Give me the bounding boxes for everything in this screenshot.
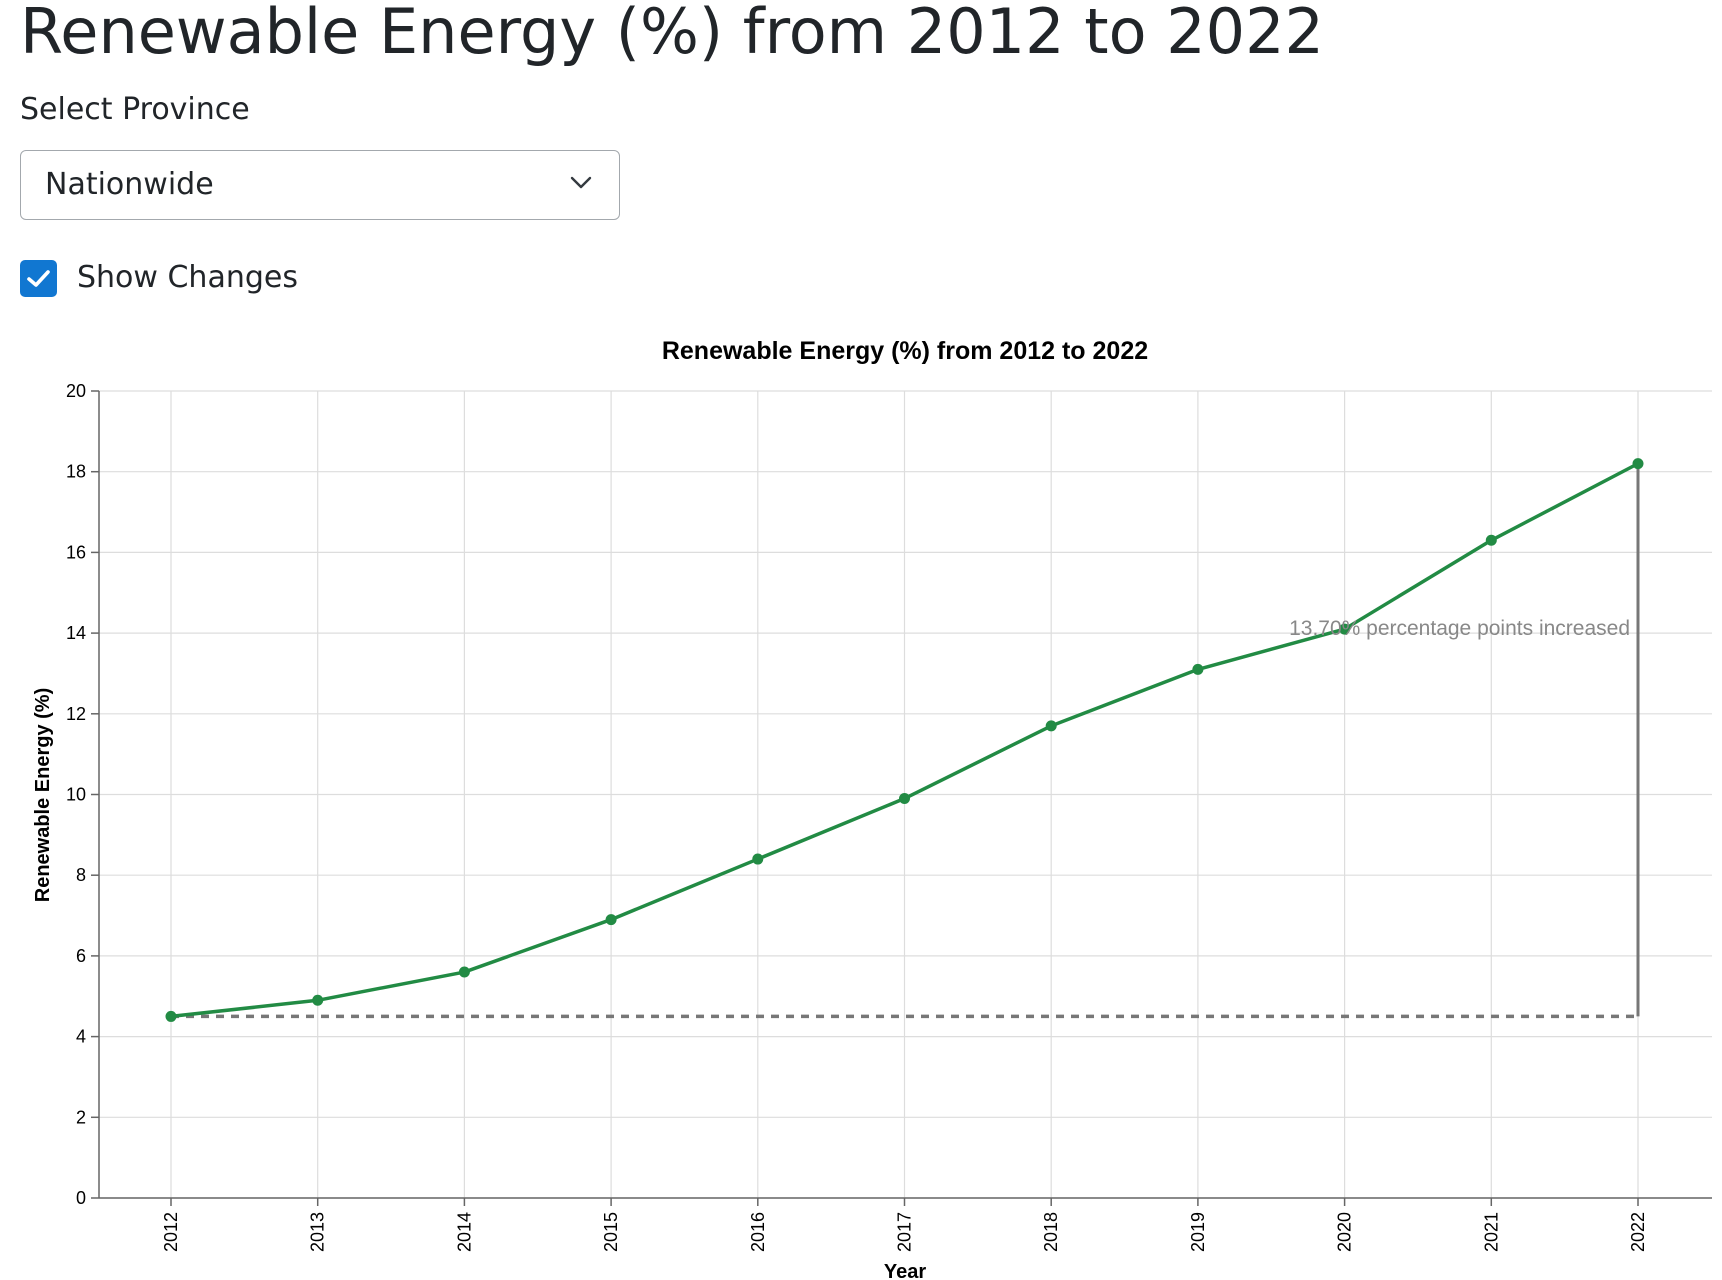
- y-tick-label: 20: [66, 381, 86, 401]
- data-point: [1045, 720, 1057, 732]
- x-tick-label: 2016: [748, 1212, 768, 1252]
- data-point: [165, 1010, 177, 1022]
- y-tick-label: 6: [76, 946, 86, 966]
- x-tick-label: 2021: [1481, 1212, 1501, 1252]
- x-tick-label: 2020: [1335, 1212, 1355, 1252]
- renewable-energy-line-chart: Renewable Energy (%) from 2012 to 2022 0…: [32, 337, 1712, 1280]
- y-tick-label: 0: [76, 1188, 86, 1208]
- data-point: [899, 793, 910, 805]
- page-title: Renewable Energy (%) from 2012 to 2022: [20, 0, 1324, 68]
- x-tick-label: 2017: [895, 1212, 915, 1252]
- checkmark-icon: [27, 270, 50, 287]
- y-tick-label: 10: [66, 785, 86, 805]
- data-point: [1192, 663, 1204, 675]
- y-tick-label: 4: [76, 1027, 86, 1047]
- province-select[interactable]: Nationwide: [20, 150, 620, 220]
- x-tick-label: 2019: [1188, 1212, 1208, 1252]
- x-axis-ticks: 2012 2013 2014 2015 2016 2017 2018 2019 2020 2021…: [161, 1198, 1648, 1252]
- x-axis-label: Year: [884, 1261, 926, 1280]
- series-renewable-energy: [165, 458, 1644, 1022]
- data-point: [1485, 534, 1497, 546]
- x-tick-label: 2015: [601, 1212, 621, 1252]
- x-tick-label: 2013: [308, 1212, 328, 1252]
- change-reference: [171, 463, 1640, 1019]
- show-changes-checkbox[interactable]: [20, 260, 57, 297]
- y-tick-label: 12: [66, 704, 86, 724]
- show-changes-label: Show Changes: [77, 260, 298, 295]
- province-select-value: Nationwide: [45, 167, 214, 202]
- data-point: [1632, 458, 1644, 470]
- y-tick-label: 14: [66, 623, 86, 643]
- data-point: [312, 994, 324, 1006]
- data-point: [752, 853, 764, 865]
- data-point: [1339, 623, 1351, 635]
- y-tick-label: 16: [66, 542, 86, 562]
- data-point: [605, 914, 617, 926]
- province-select-label: Select Province: [20, 92, 250, 127]
- x-tick-label: 2014: [454, 1212, 474, 1252]
- y-axis-ticks: 0 2 4 6 8 10 12 14 16 18 20: [66, 381, 99, 1208]
- change-annotation: 13.70% percentage points increased: [1289, 617, 1630, 640]
- chevron-down-icon: [570, 176, 592, 189]
- chart-title: Renewable Energy (%) from 2012 to 2022: [662, 337, 1148, 365]
- y-tick-label: 2: [76, 1107, 86, 1127]
- x-tick-label: 2012: [161, 1212, 181, 1252]
- y-axis-label: Renewable Energy (%): [32, 688, 54, 903]
- x-tick-label: 2018: [1041, 1212, 1061, 1252]
- y-tick-label: 18: [66, 462, 86, 482]
- y-tick-label: 8: [76, 865, 86, 885]
- data-point: [458, 966, 470, 978]
- x-tick-label: 2022: [1628, 1212, 1648, 1252]
